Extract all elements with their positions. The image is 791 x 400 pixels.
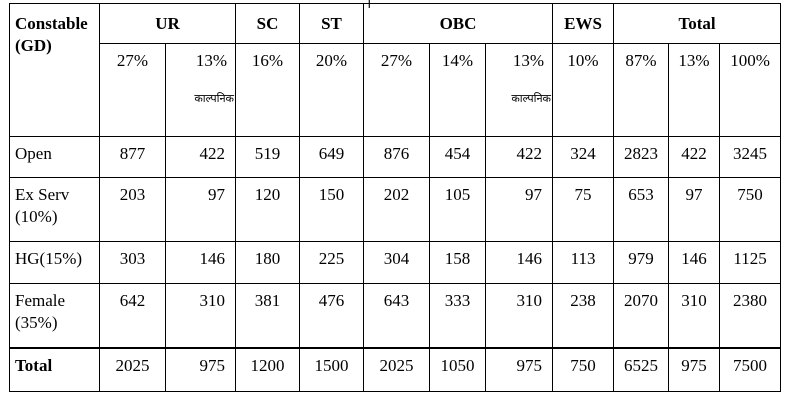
table-cell: 422 xyxy=(668,136,721,178)
table-cell: 454 xyxy=(429,136,486,178)
table-cell: 2070 xyxy=(613,283,670,348)
table-cell: 2380 xyxy=(719,283,782,348)
group-header-st: ST xyxy=(299,3,364,44)
table-cell: 422 xyxy=(484,136,554,178)
table-cell: 979 xyxy=(613,241,670,284)
table-cell: 649 xyxy=(299,136,364,178)
table-cell: 304 xyxy=(363,241,430,284)
table-row: Ex Serv (10%) 203 97 120 150 202 105 97 … xyxy=(9,177,782,242)
table-cell: 7500 xyxy=(719,346,782,392)
percent-row: 27% 13% काल्पनिक 16% 20% 27% 14% 13% काल्प… xyxy=(10,43,782,137)
table-cell: 97 xyxy=(668,177,721,242)
pct-cell: 16% xyxy=(235,43,300,137)
table-cell: 180 xyxy=(235,241,300,284)
table-cell: 120 xyxy=(235,177,300,242)
notional-note: काल्पनिक xyxy=(194,92,234,105)
table-cell: 146 xyxy=(668,241,721,284)
table-cell: 3245 xyxy=(719,136,782,178)
table-cell: 1125 xyxy=(719,241,782,284)
table-cell: 238 xyxy=(552,283,615,348)
table-cell: 877 xyxy=(99,136,166,178)
row-label: Total xyxy=(9,346,100,392)
table-cell: 876 xyxy=(363,136,430,178)
table-row: Female (35%) 642 310 381 476 643 333 310… xyxy=(9,283,782,348)
table-cell: 225 xyxy=(299,241,364,284)
table-cell: 303 xyxy=(99,241,166,284)
pct-cell: 13% काल्पनिक xyxy=(165,43,236,137)
table-cell: 1050 xyxy=(429,346,486,392)
table-cell: 150 xyxy=(299,177,364,242)
table-cell: 422 xyxy=(165,136,236,178)
pct-cell: 13% xyxy=(668,43,721,137)
table-cell: 2025 xyxy=(363,346,430,392)
table-cell: 643 xyxy=(363,283,430,348)
constable-vacancy-table: Constable (GD) UR SC ST OBC EWS Total 27… xyxy=(9,3,782,392)
table-cell: 2823 xyxy=(613,136,670,178)
table-cell: 653 xyxy=(613,177,670,242)
pct-cell: 14% xyxy=(429,43,486,137)
table-cell: 333 xyxy=(429,283,486,348)
pct-cell: 13% काल्पनिक xyxy=(484,43,554,137)
header-row: Constable (GD) UR SC ST OBC EWS Total xyxy=(9,3,782,137)
table-cell: 1200 xyxy=(235,346,300,392)
group-header-ur: UR xyxy=(99,3,236,44)
pct-cell: 27% xyxy=(99,43,166,137)
pct-cell: 20% xyxy=(299,43,364,137)
group-header-obc: OBC xyxy=(362,3,554,44)
table-cell: 310 xyxy=(484,283,554,348)
table-cell: 97 xyxy=(165,177,236,242)
table-cell: 310 xyxy=(165,283,236,348)
pct-cell: 87% xyxy=(613,43,670,137)
table-cell: 202 xyxy=(363,177,430,242)
table-cell: 97 xyxy=(484,177,554,242)
table-cell: 975 xyxy=(484,346,554,392)
pct-cell: 10% xyxy=(552,43,615,137)
row-label: Female (35%) xyxy=(9,283,100,348)
table-cell: 750 xyxy=(552,346,615,392)
notional-note: काल्पनिक xyxy=(511,92,552,105)
table-cell: 6525 xyxy=(613,346,670,392)
table-cell: 310 xyxy=(668,283,721,348)
table-cell: 113 xyxy=(552,241,615,284)
table-cell: 750 xyxy=(719,177,782,242)
table-cell: 324 xyxy=(552,136,615,178)
table-cell: 203 xyxy=(99,177,166,242)
table-cell: 519 xyxy=(235,136,300,178)
table-cell: 105 xyxy=(429,177,486,242)
table-cell: 975 xyxy=(165,346,236,392)
group-header-total: Total xyxy=(613,3,782,44)
post-header: Constable (GD) xyxy=(9,3,100,137)
row-label: HG(15%) xyxy=(9,241,100,284)
table-cell: 158 xyxy=(429,241,486,284)
table-cell: 476 xyxy=(299,283,364,348)
table-row: Open 877 422 519 649 876 454 422 324 282… xyxy=(9,136,782,178)
table-cell: 146 xyxy=(165,241,236,284)
pct-cell: 27% xyxy=(363,43,430,137)
row-label: Ex Serv (10%) xyxy=(9,177,100,242)
table-row: HG(15%) 303 146 180 225 304 158 146 113 … xyxy=(9,241,782,284)
group-header-sc: SC xyxy=(235,3,300,44)
table-cell: 642 xyxy=(99,283,166,348)
table-cell: 381 xyxy=(235,283,300,348)
table-cell: 1500 xyxy=(299,346,364,392)
table-cell: 75 xyxy=(552,177,615,242)
table-cell: 146 xyxy=(484,241,554,284)
table-cell: 975 xyxy=(668,346,721,392)
table-cell: 2025 xyxy=(99,346,166,392)
row-label: Open xyxy=(9,136,100,178)
group-header-ews: EWS xyxy=(552,3,615,44)
total-row: Total 2025 975 1200 1500 2025 1050 975 7… xyxy=(9,346,782,392)
pct-cell: 100% xyxy=(719,43,782,137)
